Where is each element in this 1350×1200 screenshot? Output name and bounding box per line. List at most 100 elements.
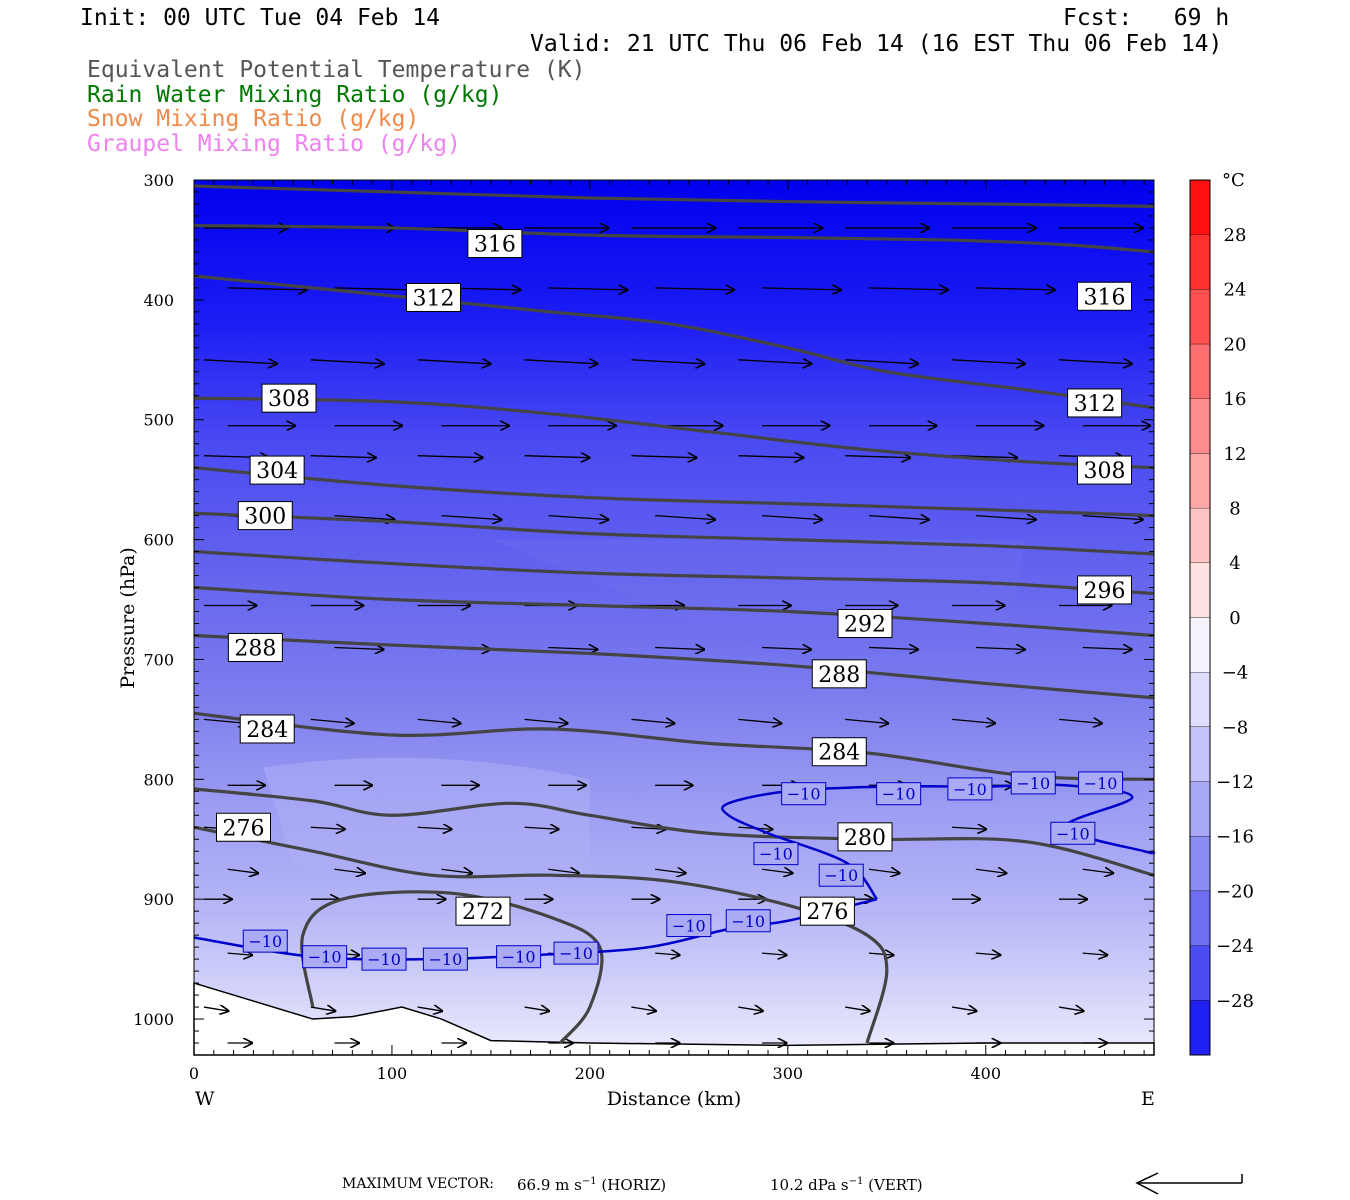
colorbar-bin [1189, 836, 1211, 892]
wind-vector [227, 288, 307, 290]
wind-vector [310, 827, 345, 829]
y-tick-label: 600 [143, 531, 174, 550]
colorbar-bin [1189, 672, 1211, 728]
wind-vector [1082, 869, 1114, 873]
wind-vector [762, 288, 841, 290]
colorbar-bin [1189, 289, 1211, 345]
colorbar-tick-label: −4 [1222, 663, 1249, 684]
theta-e-label: 284 [811, 737, 867, 767]
svg-text:276: 276 [222, 816, 264, 841]
wind-vector [951, 1007, 977, 1011]
wind-vector [441, 869, 472, 873]
theta-e-label: 288 [811, 659, 867, 689]
wind-vector [524, 456, 590, 458]
svg-text:−10: −10 [559, 944, 593, 963]
wind-vector [631, 719, 674, 723]
wind-vector [1082, 516, 1143, 520]
forecast-hour: Fcst: 69 h [1063, 5, 1230, 31]
wind-vector [334, 869, 366, 873]
wind-vector [1058, 360, 1132, 364]
shading-patch [263, 757, 590, 885]
theta-e-label: 272 [455, 896, 511, 926]
svg-text:304: 304 [256, 459, 298, 484]
colorbar-bin [1189, 398, 1211, 454]
theta-e-label: 280 [837, 822, 893, 852]
svg-text:316: 316 [474, 233, 516, 258]
wind-vector [1058, 719, 1102, 723]
svg-text:308: 308 [268, 387, 310, 412]
wind-vector [1058, 1007, 1084, 1011]
y-tick-label: 700 [143, 650, 174, 669]
colorbar-tick-label: 8 [1229, 499, 1240, 520]
theta-e-label: 316 [1077, 281, 1133, 311]
theta-e-label: 276 [215, 812, 271, 842]
y-tick-label: 500 [143, 411, 174, 430]
temperature-label: −10 [753, 842, 799, 866]
svg-text:−10: −10 [882, 785, 916, 804]
colorbar-tick-label: 28 [1224, 225, 1247, 246]
svg-text:316: 316 [1084, 285, 1126, 310]
colorbar-bin [1189, 890, 1211, 946]
field-label-graupel: Graupel Mixing Ratio (g/kg) [87, 131, 461, 157]
temperature-label: −10 [947, 777, 993, 801]
y-tick-labels: 300 400 500 600 700 800 900 1000 [133, 171, 174, 1029]
temperature-label: −10 [818, 863, 864, 887]
svg-text:−10: −10 [672, 917, 706, 936]
colorbar-unit: °C [1222, 170, 1245, 191]
wind-vector [655, 516, 715, 520]
wind-vector [548, 516, 608, 520]
wind-vector [868, 953, 894, 955]
theta-e-label: 296 [1077, 575, 1133, 605]
temperature-label: −10 [666, 914, 712, 938]
temperature-label: −10 [496, 945, 542, 969]
wind-vector [868, 647, 918, 649]
theta-e-contour [193, 585, 1155, 638]
colorbar-tick-label: 24 [1224, 280, 1247, 301]
colorbar-bin [1189, 179, 1211, 235]
colorbar-tick-label: −16 [1216, 827, 1254, 848]
svg-text:288: 288 [818, 663, 860, 688]
wind-vector [868, 288, 948, 290]
wind-vector [417, 456, 483, 458]
svg-text:280: 280 [844, 826, 886, 851]
theta-e-label: 308 [261, 383, 317, 413]
theta-e-contour [193, 549, 1155, 596]
x-tick-label: 200 [575, 1064, 606, 1083]
wind-vector [203, 719, 247, 723]
wind-vector [952, 360, 1025, 364]
east-end-label: E [1141, 1088, 1155, 1110]
wind-vector [762, 647, 811, 649]
svg-text:−10: −10 [759, 845, 793, 864]
theta-e-label: 316 [467, 229, 523, 259]
colorbar-frame [1189, 179, 1211, 1056]
wind-vector [417, 827, 452, 829]
temperature-label: −10 [302, 945, 348, 969]
theta-e-label: 312 [1067, 388, 1123, 418]
field-label-snow: Snow Mixing Ratio (g/kg) [87, 106, 420, 132]
colorbar-tick-label: −28 [1216, 991, 1254, 1012]
x-tick-label: 0 [189, 1064, 199, 1083]
svg-text:288: 288 [234, 636, 276, 661]
colorbar-bin [1189, 234, 1211, 290]
theta-e-contour [193, 825, 889, 1044]
temperature-contour-labels: −10 −10 −10 −10 −10 −10 −10 −10 −10 −10 −10 −10 −10 −… [242, 771, 1124, 971]
theta-e-label: 288 [227, 632, 283, 662]
svg-text:−10: −10 [308, 948, 342, 967]
wind-vector [975, 647, 1025, 649]
colorbar-tick-label: 20 [1224, 334, 1247, 355]
wind-vector [738, 360, 811, 364]
colorbar-tick-label: −20 [1216, 881, 1254, 902]
wind-vector [631, 1007, 656, 1011]
svg-text:292: 292 [844, 612, 886, 637]
theta-e-contour [193, 274, 1155, 410]
wind-vector [524, 827, 559, 829]
temperature-label: −10 [1078, 771, 1124, 795]
theta-e-contour [193, 396, 1155, 470]
theta-e-contour [193, 787, 1155, 877]
wind-vector [952, 719, 995, 723]
wind-vector [631, 360, 704, 364]
svg-text:312: 312 [1074, 392, 1116, 417]
theta-e-contours [193, 184, 1155, 1045]
temperature-label: −10 [361, 947, 407, 971]
